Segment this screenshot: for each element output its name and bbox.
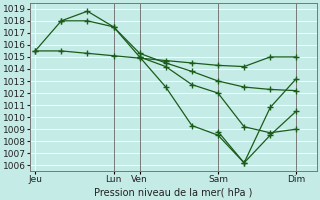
X-axis label: Pression niveau de la mer( hPa ): Pression niveau de la mer( hPa ) <box>94 187 253 197</box>
